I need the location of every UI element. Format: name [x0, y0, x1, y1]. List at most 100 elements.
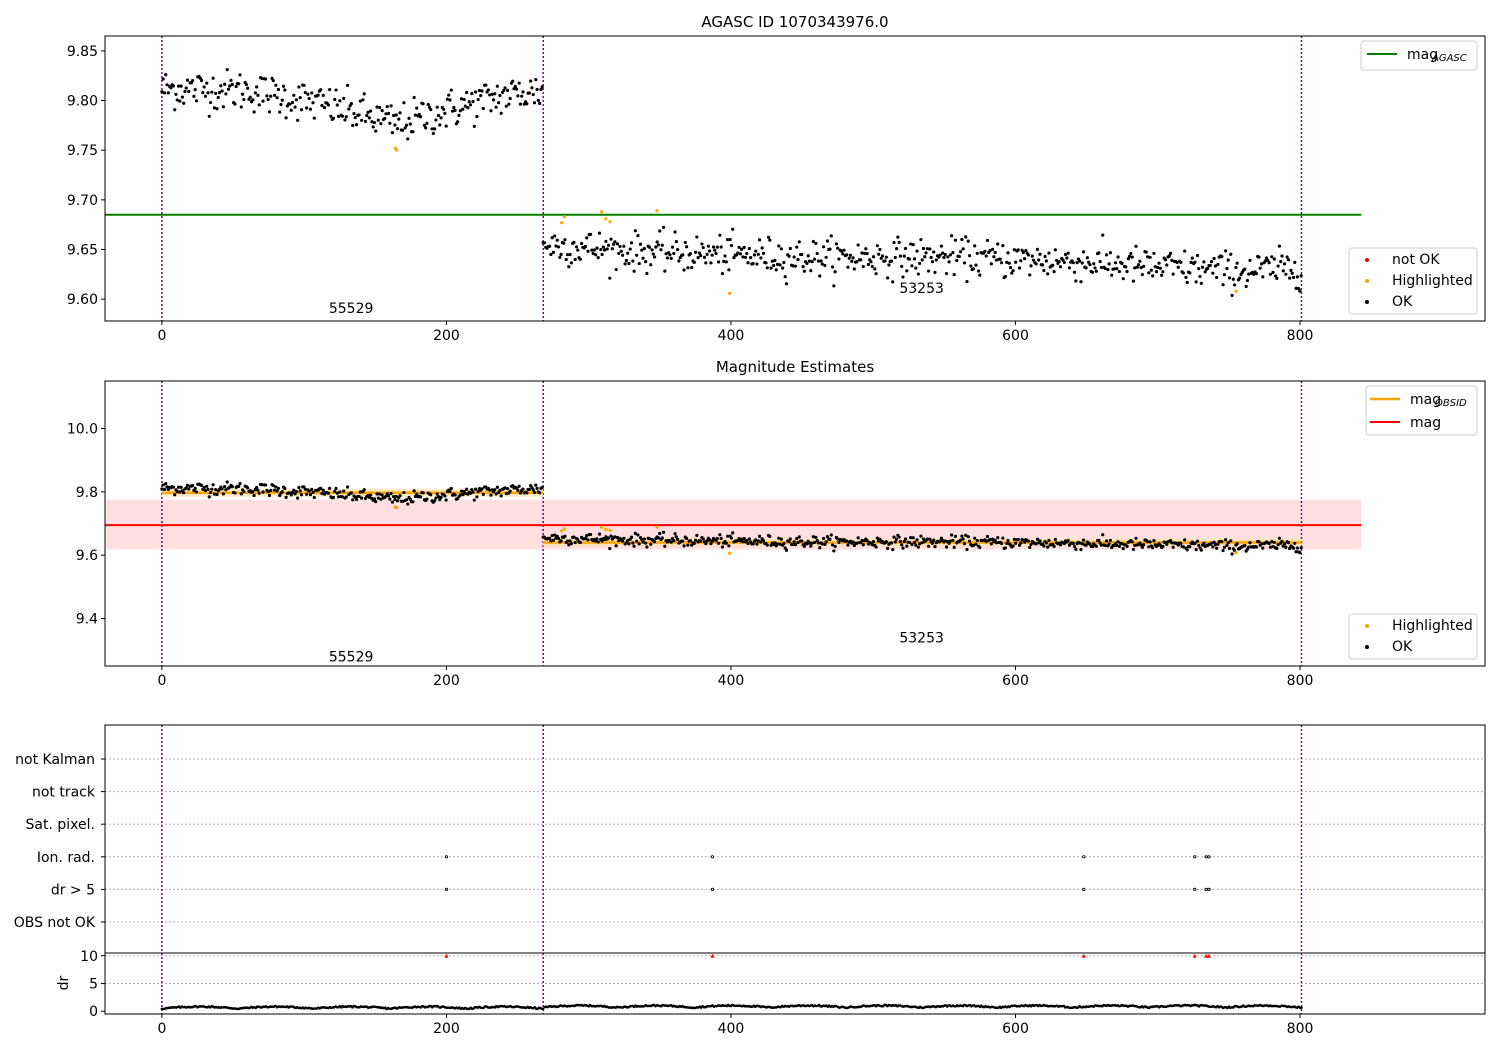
ok-point — [764, 261, 768, 265]
ok-point — [248, 95, 252, 99]
ok-point — [737, 245, 741, 249]
ok-point — [1072, 270, 1077, 274]
ok-point — [569, 261, 573, 265]
ok-point — [319, 88, 323, 92]
ok-point — [538, 101, 542, 106]
ok-point — [1263, 259, 1267, 263]
dr-clipped-point — [1204, 953, 1209, 958]
ok-point — [1295, 546, 1299, 550]
ok-point — [474, 90, 478, 94]
ok-point — [538, 491, 542, 495]
ok-point — [809, 544, 813, 548]
ok-point — [1130, 540, 1134, 544]
ok-point — [773, 258, 777, 263]
ok-point — [214, 91, 218, 95]
ok-point — [449, 486, 453, 491]
ok-point — [456, 120, 460, 124]
ok-point — [818, 274, 822, 278]
ok-point — [1209, 260, 1214, 264]
ok-point — [1284, 545, 1288, 549]
ok-point — [1213, 543, 1218, 547]
ok-point — [655, 240, 659, 244]
ok-point — [1031, 258, 1036, 262]
ok-point — [837, 257, 841, 261]
ok-point — [1038, 252, 1042, 256]
ok-point — [310, 91, 314, 95]
ok-point — [345, 485, 350, 489]
ok-point — [267, 493, 272, 498]
ok-point — [952, 545, 956, 549]
ok-point — [283, 88, 287, 92]
ok-point — [238, 482, 242, 486]
ok-point — [386, 494, 391, 498]
ok-point — [1273, 274, 1278, 278]
ok-point — [329, 114, 333, 118]
ok-point — [1286, 540, 1290, 545]
ok-point — [205, 484, 209, 488]
ok-point — [747, 246, 751, 251]
ok-point — [932, 538, 936, 542]
ok-point — [902, 254, 906, 258]
ok-point — [1193, 260, 1197, 264]
ok-point — [333, 97, 337, 102]
ok-point — [1280, 539, 1284, 544]
ok-point — [693, 250, 698, 254]
ok-point — [559, 539, 563, 543]
ok-point — [669, 540, 673, 544]
ok-point — [865, 251, 869, 256]
ok-point — [334, 88, 338, 92]
ok-point — [874, 272, 878, 276]
ok-point — [472, 498, 476, 502]
ok-point — [448, 98, 452, 102]
ok-point — [547, 244, 552, 248]
ok-point — [813, 540, 817, 545]
ok-point — [530, 86, 534, 90]
ok-point — [938, 539, 942, 543]
ok-point — [578, 257, 582, 261]
ok-point — [480, 89, 484, 93]
ok-point — [436, 113, 441, 118]
ok-point — [967, 539, 972, 543]
ok-point — [261, 99, 265, 103]
ok-point — [757, 534, 762, 538]
flag-point — [710, 855, 715, 859]
ok-point — [710, 539, 714, 543]
ok-point — [252, 493, 256, 498]
ok-point — [1129, 251, 1133, 256]
ok-point — [1071, 541, 1075, 546]
ok-point — [693, 538, 698, 542]
ok-point — [508, 96, 512, 101]
ok-point — [367, 116, 371, 120]
ok-point — [1294, 286, 1298, 290]
ok-point — [471, 490, 475, 494]
flag-point — [444, 855, 449, 859]
ok-point — [1104, 253, 1109, 257]
ok-point — [824, 540, 828, 544]
ok-point — [1285, 255, 1289, 259]
flag-point — [1204, 855, 1208, 859]
ok-point — [658, 531, 662, 536]
ok-point — [1101, 233, 1105, 237]
ok-point — [1261, 275, 1265, 279]
y-tick-label: 9.70 — [67, 193, 98, 209]
ok-point — [207, 114, 211, 118]
agasc-frame — [104, 35, 1486, 322]
ok-point — [565, 539, 570, 543]
ok-point — [841, 252, 845, 256]
ok-point — [704, 261, 708, 265]
ok-point — [877, 252, 881, 256]
ok-point — [173, 108, 177, 112]
ok-point — [628, 247, 632, 251]
ok-point — [162, 91, 167, 95]
ok-point — [1199, 548, 1203, 552]
ok-point — [1247, 545, 1251, 549]
x-tick-label: 200 — [433, 328, 460, 344]
ok-point — [965, 547, 969, 552]
ok-point — [274, 83, 278, 87]
ok-point — [1208, 263, 1212, 268]
ok-point — [206, 91, 210, 95]
ok-point — [637, 542, 641, 546]
magnitude-panel: Magnitude Estimates 0 200 400 600 800 9.4 9.6 9… — [67, 358, 1486, 689]
ok-point — [257, 103, 261, 107]
ok-point — [1063, 252, 1068, 257]
